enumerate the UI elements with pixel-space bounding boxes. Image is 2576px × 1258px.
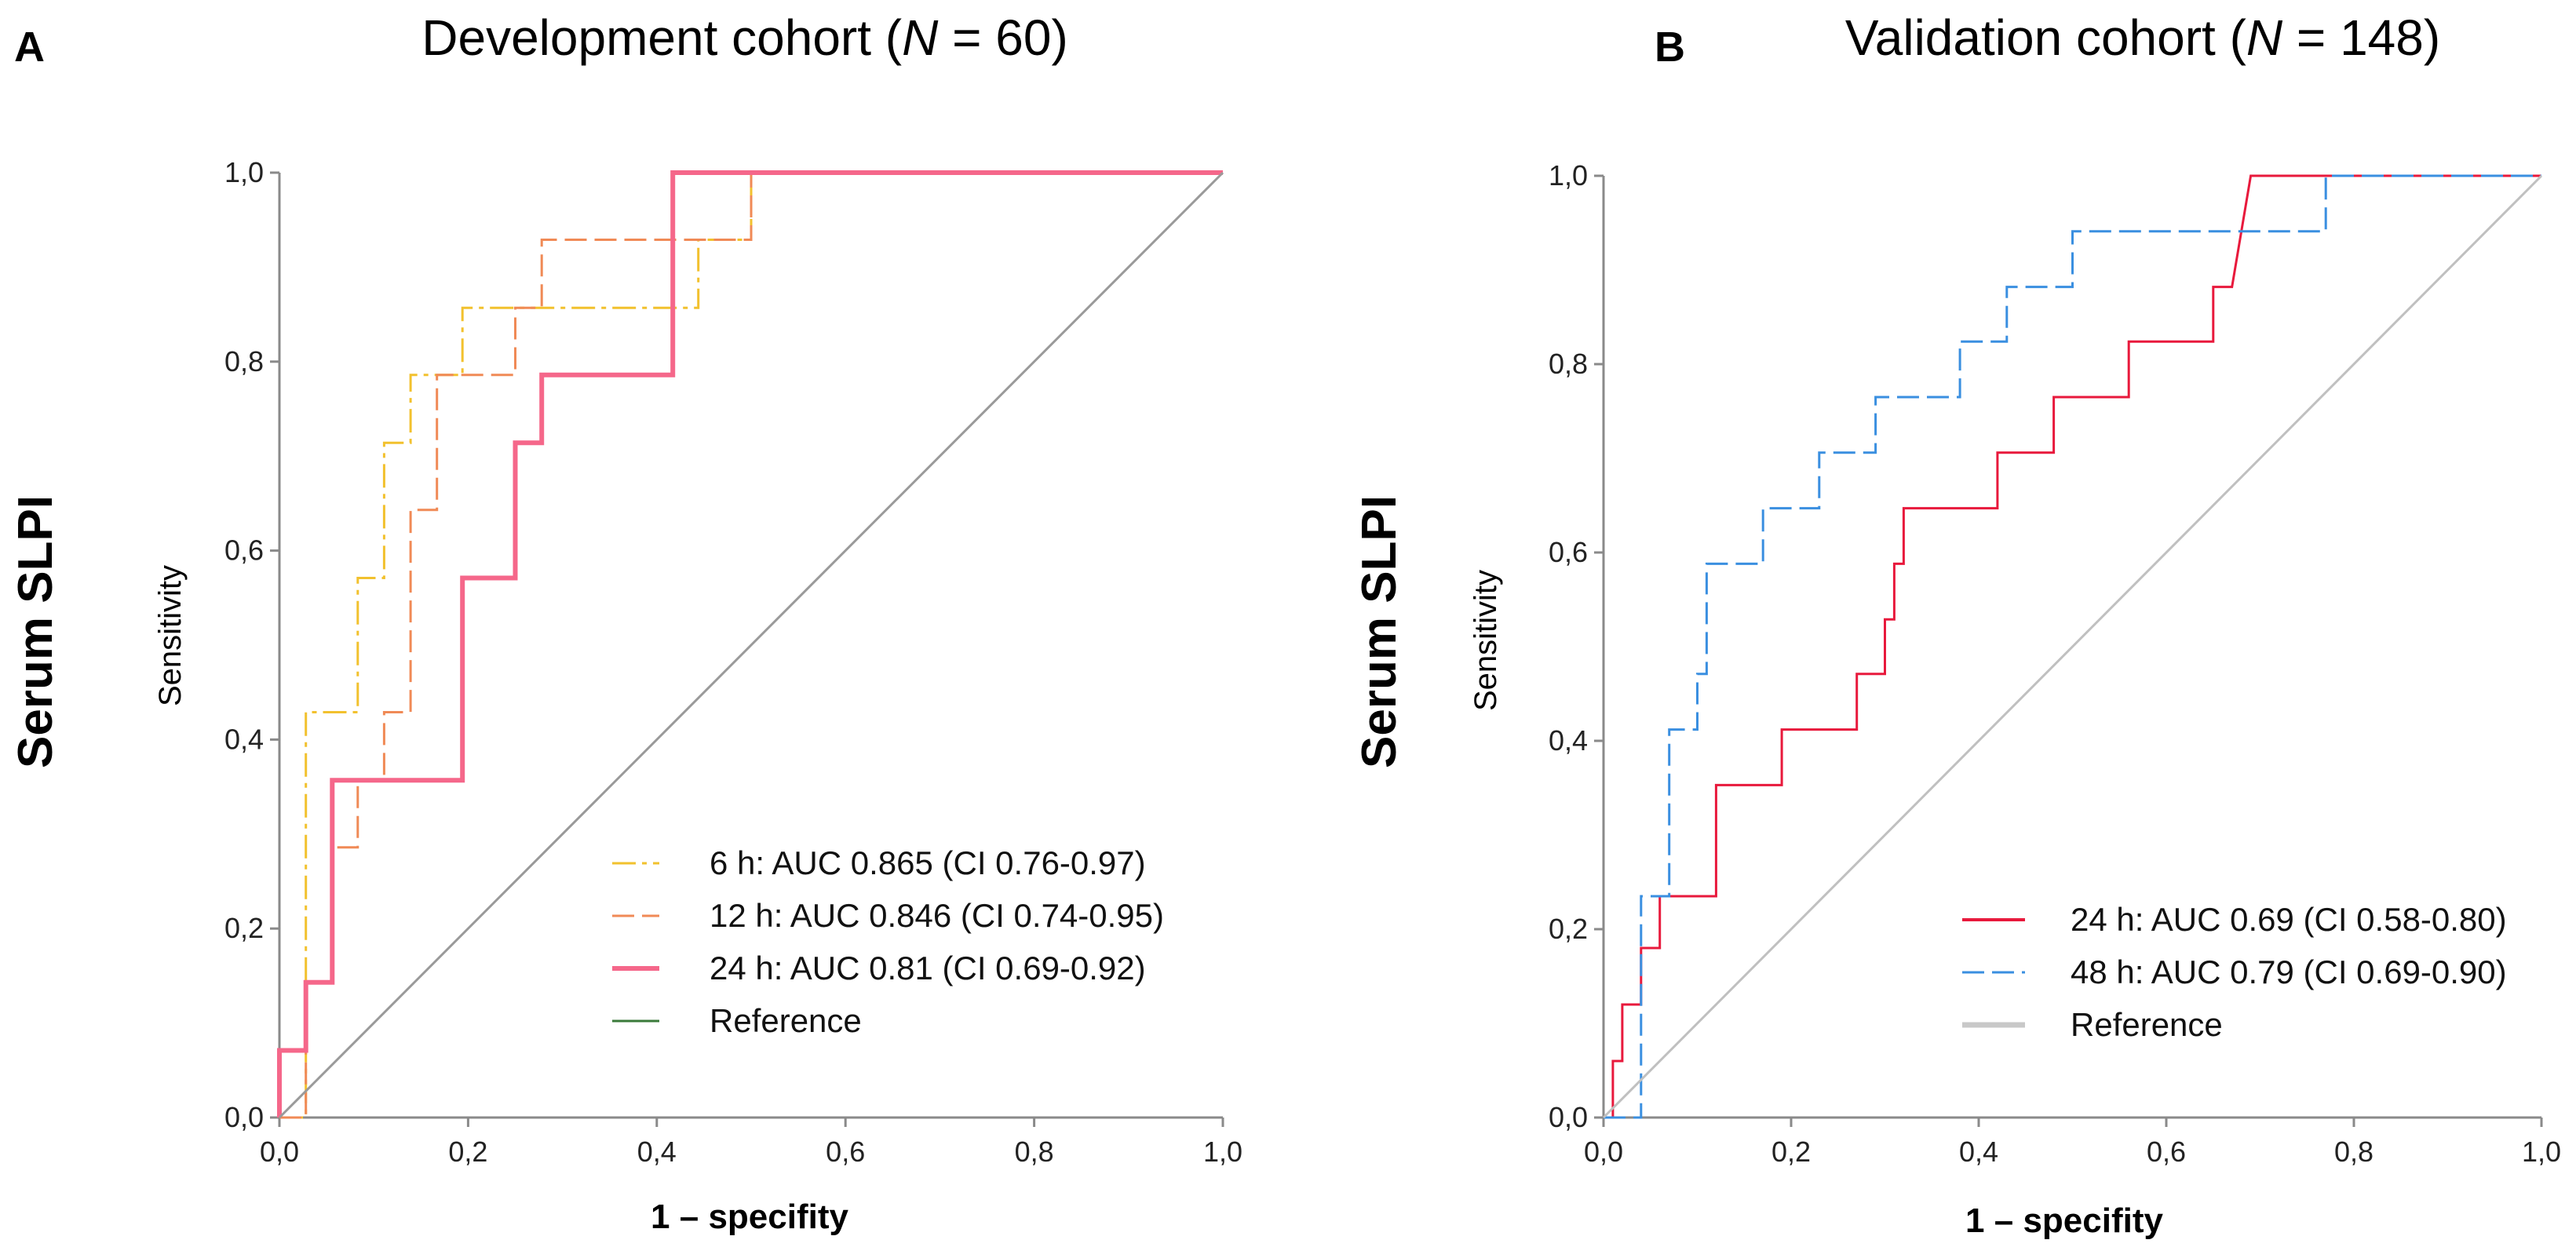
panel-a-y-axis-title: Sensitivity [153, 565, 188, 706]
panel-b-legend-label: 24 h: AUC 0.69 (CI 0.58-0.80) [2071, 901, 2507, 938]
panel-b-legend-label: 48 h: AUC 0.79 (CI 0.69-0.90) [2071, 954, 2507, 990]
panel-a-y-tick-label: 0,4 [224, 723, 264, 755]
panel-b-x-axis-title: 1 – specifity [1965, 1201, 2163, 1240]
panel-a-x-tick-label: 0,0 [260, 1136, 299, 1168]
panel-b-plot: 0,0 0,2 0,4 0,6 0,8 1,0 0,0 0,2 0,4 0,6 0,8 1,0 24 h… [1549, 159, 2561, 1168]
panel-a-y-tick-label: 0,0 [224, 1101, 264, 1133]
panel-b-letter: B [1655, 24, 1685, 71]
panel-b-x-tick-label: 0,6 [2147, 1136, 2186, 1168]
panel-b-legend-label: Reference [2071, 1006, 2223, 1043]
panel-b-x-tick-label: 0,8 [2334, 1136, 2373, 1168]
panel-a-x-tick-label: 0,8 [1015, 1136, 1054, 1168]
panel-a-x-tick-label: 0,4 [637, 1136, 677, 1168]
panel-a-x-tick-label: 0,2 [448, 1136, 487, 1168]
panel-b-y-tick-label: 0,8 [1549, 348, 1588, 380]
panel-a-y-tick-label: 0,6 [224, 534, 264, 567]
panel-a-legend-label: 24 h: AUC 0.81 (CI 0.69-0.92) [710, 950, 1146, 986]
panel-b-series-48-h [1604, 174, 2541, 1119]
panel-a-legend-label: 12 h: AUC 0.846 (CI 0.74-0.95) [710, 897, 1164, 934]
panel-a-y-tick-label: 0,8 [224, 345, 264, 377]
panel-a-x-tick-label: 1,0 [1203, 1136, 1242, 1168]
panel-b-x-tick-label: 0,2 [1771, 1136, 1811, 1168]
panel-a-letter: A [14, 24, 45, 71]
panel-a-y-tick-label: 0,2 [224, 912, 264, 944]
panel-b-y-tick-label: 0,2 [1549, 913, 1588, 945]
panel-b-title: Validation cohort (N = 148) [1845, 9, 2440, 66]
panel-a-x-axis-title: 1 – specifity [651, 1198, 848, 1236]
row-label-b: Serum SLPI [1352, 495, 1407, 768]
panel-b-y-tick-label: 0,4 [1549, 724, 1588, 757]
panel-a-y-tick-label: 1,0 [224, 156, 264, 188]
row-label-a: Serum SLPI [9, 495, 63, 768]
panel-a-legend-label: Reference [710, 1002, 862, 1039]
panel-a-title: Development cohort (N = 60) [421, 9, 1068, 66]
panel-b-y-tick-label: 0,0 [1549, 1101, 1588, 1133]
panel-b-series-reference [1602, 174, 2543, 1119]
panel-a-series-reference [278, 171, 1224, 1119]
panel-a-x-tick-label: 0,6 [826, 1136, 865, 1168]
panel-b-y-tick-label: 1,0 [1549, 159, 1588, 191]
panel-a-legend-label: 6 h: AUC 0.865 (CI 0.76-0.97) [710, 844, 1146, 881]
panel-b-x-tick-label: 1,0 [2522, 1136, 2561, 1168]
panel-b-x-tick-label: 0,4 [1959, 1136, 1998, 1168]
panel-a-plot: 0,0 0,2 0,4 0,6 0,8 1,0 0,0 0,2 0,4 0,6 0,8 1,0 6 h:… [224, 156, 1242, 1168]
panel-a-series-24-h [277, 170, 1223, 1118]
panel-b-x-tick-label: 0,0 [1584, 1136, 1623, 1168]
panel-b-y-axis-title: Sensitivity [1469, 570, 1503, 711]
panel-b-y-tick-label: 0,6 [1549, 536, 1588, 568]
